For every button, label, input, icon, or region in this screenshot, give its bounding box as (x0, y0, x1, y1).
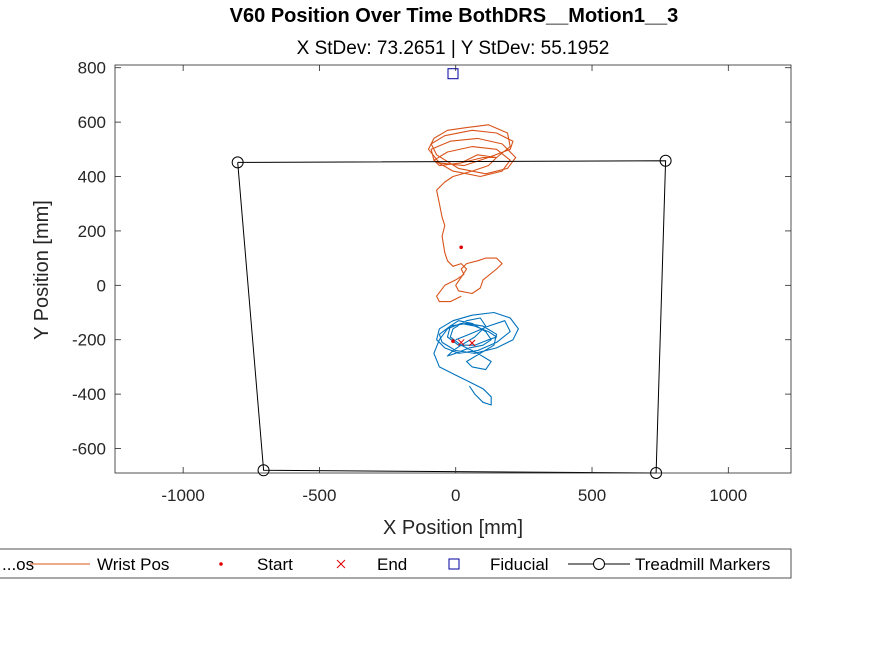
legend-item-3: End (336, 555, 407, 574)
end-point-0 (457, 339, 465, 346)
x-tick-label: -1000 (161, 486, 204, 505)
legend-swatch-marker (593, 558, 605, 570)
axes: -1000 -500 0 500 1000 -600 -400 -200 0 200 400 600 8… (72, 59, 792, 505)
legend-item-4: Fiducial (448, 555, 549, 574)
legend-swatch (219, 562, 223, 566)
x-tick-label: 0 (451, 486, 460, 505)
y-tick-label: -600 (72, 440, 106, 459)
legend-label: Wrist Pos (97, 555, 169, 574)
x-tick-label: -500 (302, 486, 336, 505)
x-tick-label: 1000 (709, 486, 747, 505)
legend-swatch (448, 558, 460, 570)
treadmill-outline (237, 160, 667, 474)
y-tick-label: 600 (78, 113, 106, 132)
end-point-1 (468, 339, 476, 347)
legend-label: Start (257, 555, 293, 574)
fiducial-marker (447, 68, 459, 80)
x-axis-label: X Position [mm] (383, 517, 523, 539)
y-tick-label: 200 (78, 222, 106, 241)
treadmill-marker-1 (659, 154, 672, 167)
series-layer (427, 124, 519, 406)
legend-label: Fiducial (490, 555, 549, 574)
x-tick-label: 500 (578, 486, 606, 505)
legend-item-2: Start (219, 555, 293, 574)
start-point-0 (459, 245, 463, 250)
legend-item-1: Wrist Pos (30, 555, 169, 574)
legend-box (0, 548, 792, 579)
y-tick-label: -200 (72, 331, 106, 350)
y-tick-label: 800 (78, 59, 106, 78)
chart-subtitle: X StDev: 73.2651 | Y StDev: 55.1952 (297, 38, 610, 59)
legend-label: End (377, 555, 407, 574)
legend-swatch (336, 559, 346, 569)
series-line-0 (427, 124, 517, 303)
legend-item-5: Treadmill Markers (568, 555, 770, 574)
start-point-1 (451, 339, 455, 343)
legend: ...os Wrist Pos Start End Fiducial Treadmill … (0, 548, 792, 579)
y-tick-label: 0 (97, 276, 106, 295)
treadmill-marker-3 (257, 464, 270, 477)
y-tick-label: 400 (78, 168, 106, 187)
treadmill-marker-0 (231, 156, 244, 169)
y-axis-label: Y Position [mm] (31, 200, 53, 340)
y-tick-label: -400 (72, 385, 106, 404)
legend-label: Treadmill Markers (635, 555, 770, 574)
legend-label: ...os (2, 555, 34, 574)
series-line-1 (433, 311, 519, 406)
legend-item-0: ...os (2, 555, 34, 574)
plot-box (114, 64, 792, 474)
chart-title: V60 Position Over Time BothDRS__Motion1_… (230, 5, 679, 27)
